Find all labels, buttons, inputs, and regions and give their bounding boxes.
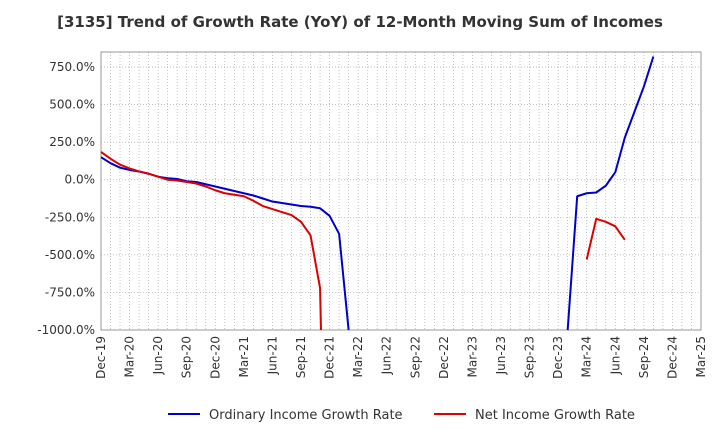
x-tick-label: Jun-23 [494, 336, 508, 375]
y-tick-label: 500.0% [49, 98, 95, 112]
legend-label-ordinary: Ordinary Income Growth Rate [209, 408, 403, 423]
x-tick-label: Jun-24 [608, 336, 622, 375]
series-line-net [100, 151, 322, 331]
x-tick-label: Dec-22 [437, 336, 451, 379]
x-tick-label: Dec-20 [208, 336, 222, 379]
x-tick-label: Mar-24 [580, 336, 594, 377]
x-tick-label: Jun-21 [265, 336, 279, 375]
series-line-ordinary [566, 56, 655, 331]
x-tick-label: Jun-20 [151, 336, 165, 375]
x-tick-label: Dec-19 [94, 336, 108, 379]
x-tick-label: Sep-20 [180, 336, 194, 378]
x-tick-label: Dec-24 [665, 336, 679, 379]
grid [101, 52, 701, 331]
chart-title: [3135] Trend of Growth Rate (YoY) of 12-… [57, 13, 663, 31]
y-tick-label: -1000.0% [37, 323, 95, 337]
x-tick-label: Sep-23 [523, 336, 537, 378]
y-tick-label: -250.0% [45, 210, 95, 224]
x-tick-label: Mar-22 [351, 336, 365, 377]
x-axis: Dec-19 Mar-20 Jun-20 Sep-20 Dec-20 Mar-21 Jun-… [94, 336, 708, 379]
y-tick-label: -750.0% [45, 285, 95, 299]
legend: Ordinary Income Growth Rate Net Income G… [168, 408, 635, 423]
y-tick-label: 0.0% [65, 173, 96, 187]
y-tick-label: 750.0% [49, 60, 95, 74]
x-tick-label: Dec-21 [323, 336, 337, 379]
series-group [100, 56, 655, 331]
plot-area [100, 51, 702, 331]
series-line-net [585, 217, 626, 260]
y-tick-label: 250.0% [49, 135, 95, 149]
y-tick-label: -500.0% [45, 248, 95, 262]
x-tick-label: Mar-21 [237, 336, 251, 377]
x-tick-label: Mar-25 [694, 336, 708, 377]
x-tick-label: Jun-22 [380, 336, 394, 375]
x-tick-label: Dec-23 [551, 336, 565, 379]
y-axis: 750.0% 500.0% 250.0% 0.0% -250.0% -500.0% -750… [37, 60, 95, 337]
x-tick-label: Sep-24 [637, 336, 651, 378]
x-tick-label: Sep-22 [408, 336, 422, 378]
x-tick-label: Sep-21 [294, 336, 308, 378]
x-tick-label: Mar-20 [123, 336, 137, 377]
x-tick-label: Mar-23 [465, 336, 479, 377]
legend-label-net: Net Income Growth Rate [475, 408, 635, 423]
